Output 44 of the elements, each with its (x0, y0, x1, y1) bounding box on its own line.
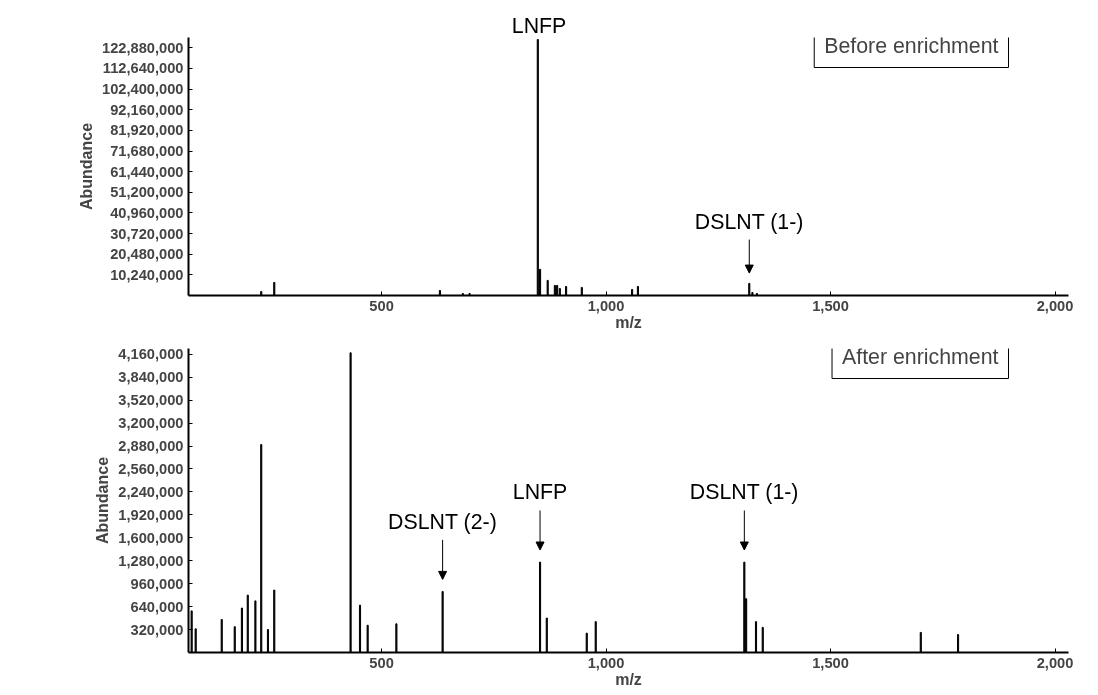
y-tick-label: 960,000 (130, 575, 184, 592)
y-tick-label: 20,480,000 (110, 246, 184, 263)
annotation: LNFP (511, 13, 567, 38)
y-axis-title: Abundance (94, 456, 112, 545)
annotation: LNFP (512, 480, 568, 505)
y-tick-label: 1,600,000 (118, 529, 184, 546)
y-tick-label: 51,200,000 (110, 184, 184, 201)
annotation: DSLNT (2-) (388, 509, 497, 534)
y-tick-label: 320,000 (130, 621, 184, 638)
x-tick-label: 1,500 (812, 297, 849, 314)
y-tick-label: 2,240,000 (118, 483, 184, 500)
x-axis-title: m/z (615, 670, 642, 688)
y-axis-title: Abundance (78, 122, 95, 211)
y-tick-label: 1,280,000 (118, 552, 184, 569)
y-tick-label: 2,880,000 (118, 438, 184, 455)
x-tick-label: 2,000 (1036, 297, 1074, 314)
y-tick-label: 4,160,000 (118, 346, 184, 363)
y-tick-label: 122,880,000 (102, 39, 184, 56)
y-tick-label: 92,160,000 (110, 101, 184, 118)
x-tick-label: 2,000 (1036, 654, 1074, 671)
y-tick-label: 1,920,000 (118, 506, 184, 523)
y-tick-label: 40,960,000 (110, 204, 184, 221)
y-tick-label: 3,840,000 (118, 369, 184, 386)
x-tick-label: 500 (369, 297, 394, 314)
y-tick-label: 2,560,000 (118, 460, 184, 477)
y-tick-label: 10,240,000 (110, 266, 184, 283)
y-tick-label: 3,520,000 (118, 392, 184, 409)
x-tick-label: 1,000 (587, 297, 625, 314)
y-tick-label: 81,920,000 (110, 122, 184, 139)
x-axis-title: m/z (615, 313, 642, 331)
y-tick-label: 30,720,000 (110, 225, 184, 242)
y-tick-label: 102,400,000 (102, 81, 184, 98)
annotation: DSLNT (1-) (689, 480, 799, 505)
y-tick-label: 71,680,000 (110, 143, 184, 160)
annotation: DSLNT (1-) (694, 209, 804, 234)
y-tick-label: 640,000 (130, 598, 184, 615)
x-tick-label: 1,000 (587, 654, 625, 671)
y-tick-label: 3,200,000 (118, 415, 184, 432)
chart-title: After enrichment (842, 344, 999, 369)
x-tick-label: 500 (369, 654, 394, 671)
x-tick-label: 1,500 (812, 654, 849, 671)
chart-title: Before enrichment (824, 33, 999, 58)
y-tick-label: 61,440,000 (110, 163, 184, 180)
y-tick-label: 112,640,000 (102, 60, 184, 77)
